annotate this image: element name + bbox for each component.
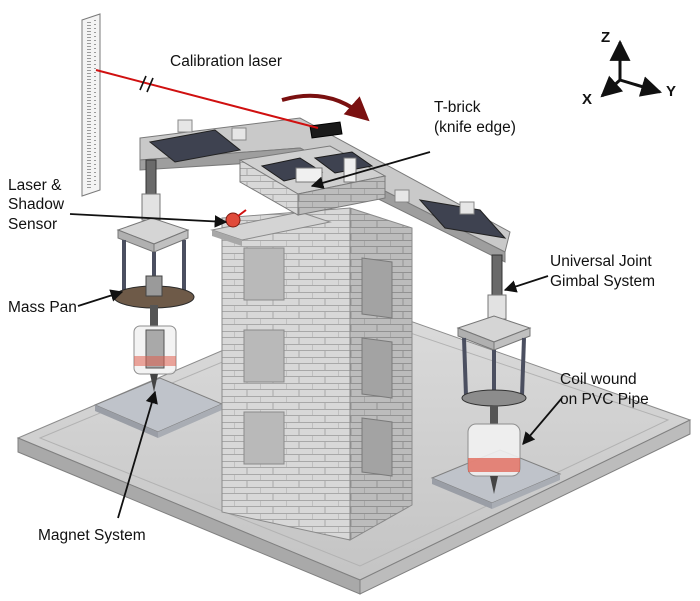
central-tower <box>221 207 413 541</box>
sensor-shelf <box>210 211 332 246</box>
label-laser-shadow-line1: Laser & <box>8 177 62 194</box>
fulcrum-block <box>238 121 387 216</box>
label-t-brick-line2: (knife edge) <box>434 119 516 136</box>
label-universal-joint-line1: Universal Joint <box>550 253 652 270</box>
axis-label-x: X <box>582 91 592 108</box>
calibration-ruler <box>81 13 101 197</box>
axis-label-z: Z <box>601 29 610 46</box>
label-coil-line1: Coil wound <box>560 371 637 388</box>
label-calibration-laser: Calibration laser <box>170 53 282 70</box>
axis-label-y: Y <box>666 83 676 100</box>
label-laser-shadow-line2: Shadow <box>8 196 65 213</box>
label-mass-pan: Mass Pan <box>8 299 77 316</box>
label-coil-line2: on PVC Pipe <box>560 391 649 408</box>
label-magnet-system: Magnet System <box>38 527 146 544</box>
left-universal-joint <box>141 159 161 221</box>
left-magnet-pad <box>93 377 224 438</box>
rotation-arrow <box>281 93 370 122</box>
calibration-laser-beam <box>95 69 319 129</box>
mass-pan <box>113 275 195 309</box>
label-laser-shadow-line3: Sensor <box>8 216 57 233</box>
pvc-coil <box>467 406 521 494</box>
magnet-system <box>133 305 177 392</box>
right-universal-joint <box>487 254 507 320</box>
axes-icon: Z X Y <box>582 29 676 108</box>
label-universal-joint-line2: Gimbal System <box>550 273 655 290</box>
label-t-brick-line1: T-brick <box>434 99 481 116</box>
balance-beam <box>139 117 511 263</box>
right-pan-frame <box>456 315 532 408</box>
leader-arrows <box>69 151 563 519</box>
